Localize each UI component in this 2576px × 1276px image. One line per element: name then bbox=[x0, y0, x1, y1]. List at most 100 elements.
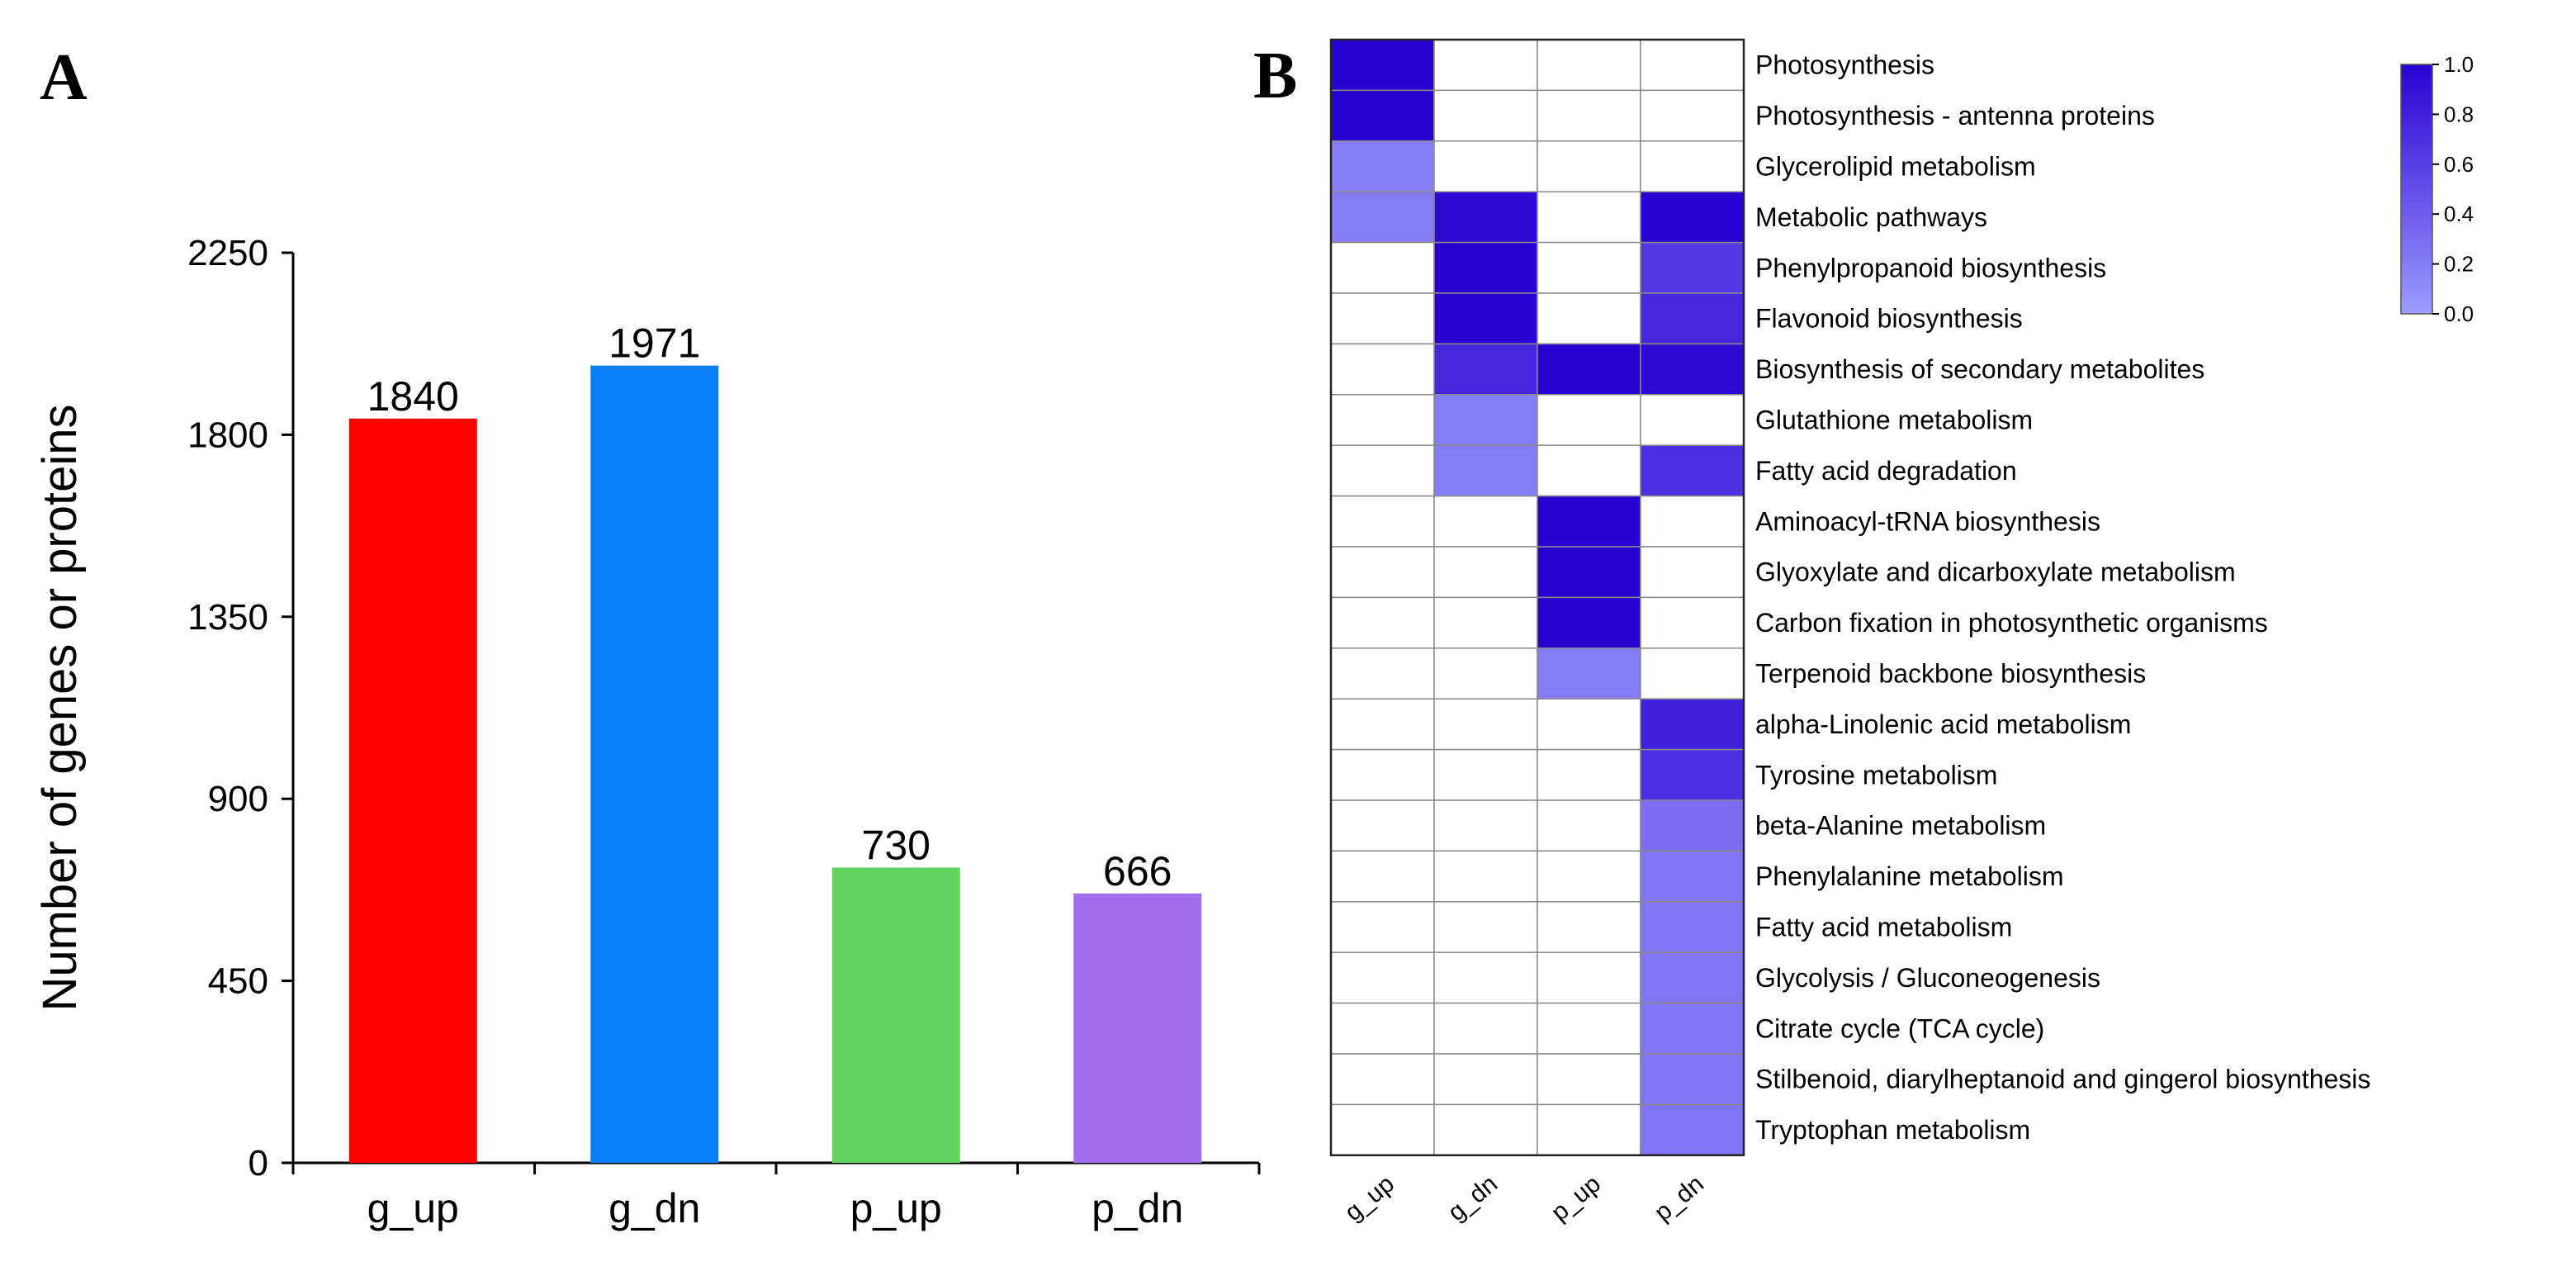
heatmap-cell bbox=[1537, 1103, 1641, 1156]
bar-value-label: 666 bbox=[1103, 848, 1172, 894]
colorbar-tick-label: 0.2 bbox=[2444, 252, 2474, 277]
heatmap-cell bbox=[1537, 89, 1641, 142]
heatmap-cell bbox=[1537, 292, 1641, 345]
column-label: g_up bbox=[1340, 1170, 1399, 1226]
heatmap-cell bbox=[1330, 647, 1435, 700]
row-label: Tyrosine metabolism bbox=[1755, 760, 1997, 790]
heatmap-cell bbox=[1330, 292, 1435, 345]
heatmap-cell bbox=[1640, 292, 1745, 345]
heatmap-cell bbox=[1330, 698, 1435, 751]
heatmap-cell bbox=[1330, 596, 1435, 649]
heatmap-cell bbox=[1537, 546, 1641, 599]
heatmap-cell bbox=[1330, 343, 1435, 396]
row-label: Metabolic pathways bbox=[1755, 202, 1987, 232]
heatmap-cell bbox=[1537, 951, 1641, 1004]
heatmap-cell bbox=[1433, 596, 1538, 649]
heatmap-cell bbox=[1640, 140, 1745, 192]
heatmap-cell bbox=[1640, 748, 1745, 801]
heatmap-cell bbox=[1537, 140, 1641, 192]
heatmap-cell bbox=[1537, 343, 1641, 396]
heatmap-cell bbox=[1537, 1053, 1641, 1106]
heatmap-cell bbox=[1433, 647, 1538, 700]
heatmap-cell bbox=[1537, 698, 1641, 751]
heatmap-cell bbox=[1537, 901, 1641, 953]
heatmap-cell bbox=[1433, 241, 1538, 294]
heatmap-cell bbox=[1537, 444, 1641, 497]
row-label: Aminoacyl-tRNA biosynthesis bbox=[1755, 506, 2100, 536]
heatmap-cell bbox=[1537, 596, 1641, 649]
heatmap-cell bbox=[1537, 39, 1641, 92]
row-label: Stilbenoid, diarylheptanoid and gingerol… bbox=[1755, 1065, 2370, 1094]
heatmap-cell bbox=[1640, 901, 1745, 953]
colorbar-bar bbox=[2400, 64, 2433, 315]
bar-g_dn bbox=[590, 365, 719, 1163]
heatmap-cell bbox=[1640, 546, 1745, 599]
y-tick-label: 2250 bbox=[187, 233, 268, 273]
heatmap-cell bbox=[1330, 495, 1435, 548]
column-label: p_dn bbox=[1650, 1170, 1709, 1226]
heatmap-cell bbox=[1330, 799, 1435, 852]
x-tick-label: p_dn bbox=[1091, 1185, 1183, 1231]
heatmap-cell bbox=[1433, 1053, 1538, 1106]
heatmap: Photosynthesis Photosynthesis - antenna p… bbox=[1329, 38, 2370, 1226]
row-label: Terpenoid backbone biosynthesis bbox=[1755, 659, 2146, 689]
heatmap-cell bbox=[1330, 1053, 1435, 1106]
heatmap-cell bbox=[1640, 596, 1745, 649]
heatmap-cell bbox=[1640, 89, 1745, 142]
bar-value-label: 1971 bbox=[608, 320, 700, 367]
heatmap-cell bbox=[1537, 495, 1641, 548]
heatmap-cell bbox=[1640, 850, 1745, 903]
bar-g_up bbox=[348, 418, 477, 1163]
row-label: Glycolysis / Gluconeogenesis bbox=[1755, 963, 2100, 993]
heatmap-cell bbox=[1640, 1053, 1745, 1106]
heatmap-cell bbox=[1433, 140, 1538, 192]
row-label: Carbon fixation in photosynthetic organi… bbox=[1755, 608, 2268, 638]
y-axis-title: Number of genes or proteins bbox=[33, 404, 87, 1011]
colorbar-tick-label: 0.8 bbox=[2444, 102, 2474, 126]
heatmap-cell bbox=[1640, 1002, 1745, 1055]
column-label: g_dn bbox=[1443, 1170, 1503, 1226]
heatmap-cell bbox=[1433, 951, 1538, 1004]
heatmap-cell bbox=[1433, 292, 1538, 345]
heatmap-cell bbox=[1537, 394, 1641, 446]
heatmap-cell bbox=[1640, 1103, 1745, 1156]
bar-chart: 0 450 900 1350 1800 2250 Number of genes or pr… bbox=[33, 233, 1261, 1231]
heatmap-cell bbox=[1330, 241, 1435, 294]
heatmap-cell bbox=[1537, 748, 1641, 801]
colorbar: 0.0 0.2 0.4 0.6 0.8 1.0 bbox=[2400, 52, 2474, 326]
heatmap-cell bbox=[1433, 394, 1538, 446]
heatmap-cell bbox=[1330, 140, 1435, 192]
heatmap-cell bbox=[1433, 748, 1538, 801]
heatmap-cell bbox=[1537, 191, 1641, 244]
heatmap-cell bbox=[1330, 850, 1435, 903]
heatmap-cell bbox=[1433, 39, 1538, 92]
heatmap-cell bbox=[1640, 647, 1745, 700]
bar-p_dn bbox=[1073, 893, 1202, 1163]
heatmap-cell bbox=[1433, 1103, 1538, 1156]
row-label: Fatty acid degradation bbox=[1755, 456, 2017, 486]
colorbar-tick-label: 0.0 bbox=[2444, 301, 2474, 326]
heatmap-cell bbox=[1640, 241, 1745, 294]
heatmap-cell bbox=[1433, 698, 1538, 751]
heatmap-cell bbox=[1640, 495, 1745, 548]
row-label: Biosynthesis of secondary metabolites bbox=[1755, 354, 2204, 384]
x-tick-label: g_dn bbox=[608, 1185, 700, 1231]
heatmap-cell bbox=[1330, 901, 1435, 953]
heatmap-cell bbox=[1640, 951, 1745, 1004]
heatmap-cell bbox=[1433, 901, 1538, 953]
y-tick-label: 450 bbox=[208, 961, 268, 1002]
row-label: Fatty acid metabolism bbox=[1755, 913, 2012, 942]
x-tick-label: p_up bbox=[850, 1185, 942, 1231]
heatmap-cell bbox=[1330, 39, 1435, 92]
heatmap-cell bbox=[1640, 698, 1745, 751]
heatmap-cell bbox=[1330, 546, 1435, 599]
row-label: Photosynthesis - antenna proteins bbox=[1755, 101, 2155, 130]
row-label: Glyoxylate and dicarboxylate metabolism bbox=[1755, 557, 2236, 587]
heatmap-cell bbox=[1640, 444, 1745, 497]
heatmap-cell bbox=[1330, 191, 1435, 244]
colorbar-tick-label: 0.6 bbox=[2444, 152, 2474, 177]
row-label: Flavonoid biosynthesis bbox=[1755, 304, 2023, 334]
row-label: Tryptophan metabolism bbox=[1755, 1115, 2030, 1145]
heatmap-cell bbox=[1433, 444, 1538, 497]
